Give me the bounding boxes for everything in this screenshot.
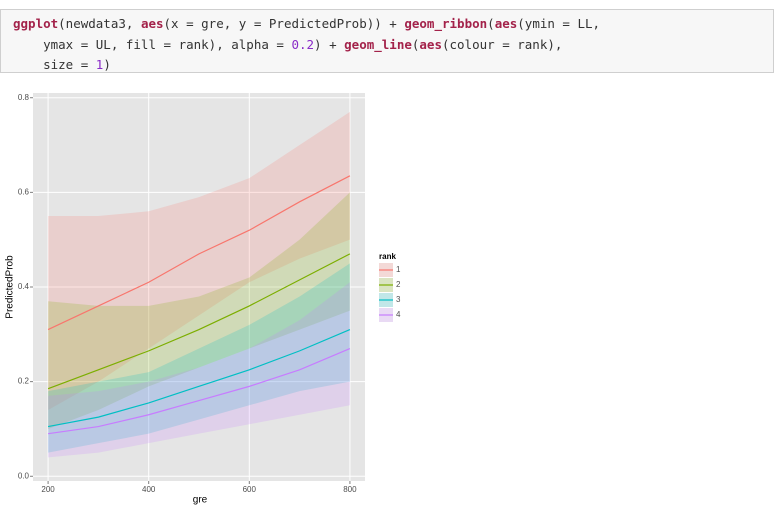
code-token: aes <box>419 36 442 52</box>
code-token: aes <box>494 16 518 31</box>
y-tick-label: 0.0 <box>18 471 30 480</box>
code-token: ggplot <box>13 16 59 31</box>
code-token: aes <box>140 16 164 31</box>
x-axis-label: gre <box>193 495 208 506</box>
ribbon <box>48 263 350 453</box>
legend-label: 2 <box>396 280 401 289</box>
line <box>47 253 351 390</box>
y-tick-label: 0.2 <box>18 377 30 386</box>
ribbon <box>48 192 350 429</box>
y-tick-label: 0.6 <box>18 187 30 196</box>
legend-label: 3 <box>396 295 401 304</box>
legend-title: rank <box>379 252 396 261</box>
y-tick-label: 0.8 <box>18 93 30 102</box>
code-token: ( <box>411 36 420 52</box>
code-token: 1 <box>95 57 104 72</box>
code-token: ( <box>487 16 495 31</box>
legend-label: 1 <box>396 265 401 274</box>
ribbon <box>48 282 350 458</box>
code-cell: ggplot(newdata3, aes(x = gre, y = Predic… <box>0 9 774 73</box>
legend-label: 4 <box>396 310 401 319</box>
line <box>47 329 351 428</box>
x-tick-label: 600 <box>243 485 257 494</box>
code-token: 0.2 <box>291 36 315 52</box>
code-line: size = 1) <box>13 55 773 76</box>
code-token: geom_line <box>344 36 412 52</box>
code-token: (colour = rank), <box>441 36 563 52</box>
code-token: (x = gre, y = PredictedProb)) + <box>163 16 405 31</box>
line <box>47 175 351 331</box>
ribbon <box>48 111 350 411</box>
x-tick-label: 200 <box>41 485 55 494</box>
x-tick-label: 400 <box>142 485 156 494</box>
code-token: geom_ribbon <box>404 16 488 31</box>
x-tick-label: 800 <box>343 485 357 494</box>
code-token: ) + <box>314 36 345 52</box>
y-tick-label: 0.4 <box>18 282 30 291</box>
code-token: (newdata3, <box>58 16 141 31</box>
code-token: (ymin = LL, <box>517 16 601 31</box>
code-token: ymax = UL, fill = rank), alpha = <box>13 36 292 52</box>
code-line: ymax = UL, fill = rank), alpha = 0.2) + … <box>13 35 773 56</box>
y-axis-label: PredictedProb <box>5 255 16 319</box>
code-token: ) <box>103 57 111 72</box>
code-line: ggplot(newdata3, aes(x = gre, y = Predic… <box>13 14 773 35</box>
line <box>48 347 351 435</box>
code-token: size = <box>13 57 96 72</box>
